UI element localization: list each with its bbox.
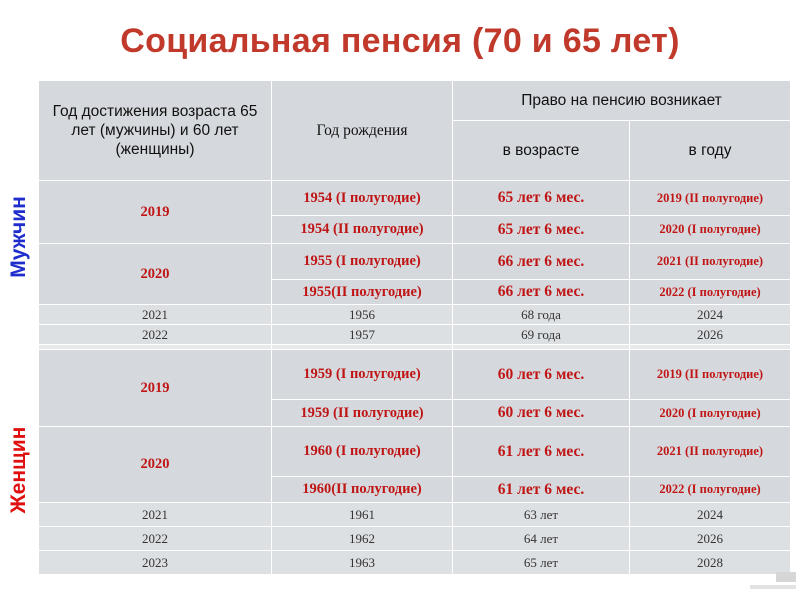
age-cell: 64 лет — [452, 526, 630, 551]
age-cell: 60 лет 6 мес. — [452, 399, 630, 427]
right-year-cell: 2024 — [628, 304, 792, 325]
reach-year-cell: 2021 — [38, 502, 272, 527]
reach-year-cell: 2019 — [38, 349, 272, 427]
table-row: 1960(II полугодие) 61 лет 6 мес. 2022 (I… — [39, 476, 792, 503]
age-cell: 63 лет — [452, 502, 630, 527]
right-year-cell: 2026 — [628, 324, 792, 345]
right-year-cell: 2022 (I полугодие) — [628, 476, 792, 503]
reach-year-cell: 2020 — [38, 426, 272, 503]
right-year-cell: 2024 — [628, 502, 792, 527]
birth-cell: 1959 (II полугодие) — [271, 399, 453, 427]
right-year-cell: 2028 — [628, 550, 792, 575]
birth-cell: 1956 — [271, 304, 453, 325]
right-year-cell: 2019 (II полугодие) — [628, 349, 792, 400]
right-year-cell: 2022 (I полугодие) — [628, 279, 792, 305]
age-cell: 65 лет 6 мес. — [452, 215, 630, 244]
reach-year-cell: 2022 — [38, 324, 272, 345]
age-cell: 61 лет 6 мес. — [452, 476, 630, 503]
birth-cell: 1959 (I полугодие) — [271, 349, 453, 400]
table-row: 1954 (II полугодие) 65 лет 6 мес. 2020 (… — [39, 215, 792, 244]
right-year-cell: 2020 (I полугодие) — [628, 215, 792, 244]
age-cell: 66 лет 6 мес. — [452, 243, 630, 280]
birth-cell: 1954 (II полугодие) — [271, 215, 453, 244]
reach-year-cell: 2022 — [38, 526, 272, 551]
reach-year-cell: 2019 — [38, 180, 272, 244]
right-year-cell: 2019 (II полугодие) — [628, 180, 792, 216]
birth-cell: 1957 — [271, 324, 453, 345]
men-side-label: Мужчин — [7, 196, 30, 278]
page-title: Социальная пенсия (70 и 65 лет) — [120, 22, 680, 60]
birth-cell: 1955(II полугодие) — [271, 279, 453, 305]
watermark-logo — [680, 570, 798, 594]
header-reach-year: Год достижения возраста 65 лет (мужчины)… — [38, 80, 272, 181]
table-row: 2020 1960 (I полугодие) 61 лет 6 мес. 20… — [38, 426, 792, 503]
logo-mark — [750, 572, 796, 589]
right-year-cell: 2021 (II полугодие) — [628, 426, 792, 477]
header-age: в возрасте — [452, 120, 630, 181]
header-birth-year: Год рождения — [271, 80, 453, 181]
birth-cell: 1960(II полугодие) — [271, 476, 453, 503]
table-row: 2023 1963 65 лет 2028 — [38, 550, 792, 575]
age-cell: 69 года — [452, 324, 630, 345]
right-year-cell: 2026 — [628, 526, 792, 551]
age-cell: 65 лет 6 мес. — [452, 180, 630, 216]
birth-cell: 1963 — [271, 550, 453, 575]
reach-year-cell: 2021 — [38, 304, 272, 325]
reach-year-cell: 2023 — [38, 550, 272, 575]
birth-cell: 1954 (I полугодие) — [271, 180, 453, 216]
birth-cell: 1955 (I полугодие) — [271, 243, 453, 280]
right-year-cell: 2021 (II полугодие) — [628, 243, 792, 280]
table-row: 1959 (II полугодие) 60 лет 6 мес. 2020 (… — [39, 399, 792, 427]
header-right-group: Право на пенсию возникает — [451, 80, 792, 121]
table-row: 2020 1955 (I полугодие) 66 лет 6 мес. 20… — [38, 243, 792, 305]
header-year: в году — [628, 120, 792, 181]
women-side-label: Женщин — [7, 426, 30, 514]
age-cell: 68 года — [452, 304, 630, 325]
right-year-cell: 2020 (I полугодие) — [628, 399, 792, 427]
age-cell: 60 лет 6 мес. — [452, 349, 630, 400]
table-row: 2022 1962 64 лет 2026 — [38, 526, 792, 551]
birth-cell: 1960 (I полугодие) — [271, 426, 453, 477]
section-divider — [38, 344, 792, 350]
age-cell: 61 лет 6 мес. — [452, 426, 630, 477]
pension-table: Год достижения возраста 65 лет (мужчины)… — [38, 80, 792, 575]
birth-cell: 1962 — [271, 526, 453, 551]
age-cell: 66 лет 6 мес. — [452, 279, 630, 305]
birth-cell: 1961 — [271, 502, 453, 527]
table-row: 2021 1961 63 лет 2024 — [38, 502, 792, 527]
table-row: 2021 1956 68 года 2024 — [38, 304, 792, 325]
age-cell: 65 лет — [452, 550, 630, 575]
reach-year-cell: 2020 — [38, 243, 272, 305]
table-row: 2019 1959 (I полугодие) 60 лет 6 мес. 20… — [38, 349, 792, 427]
table-row: 1955(II полугодие) 66 лет 6 мес. 2022 (I… — [39, 279, 792, 305]
table-row: 2019 1954 (I полугодие) 65 лет 6 мес. 20… — [38, 180, 792, 244]
table-row: 2022 1957 69 года 2026 — [38, 324, 792, 345]
